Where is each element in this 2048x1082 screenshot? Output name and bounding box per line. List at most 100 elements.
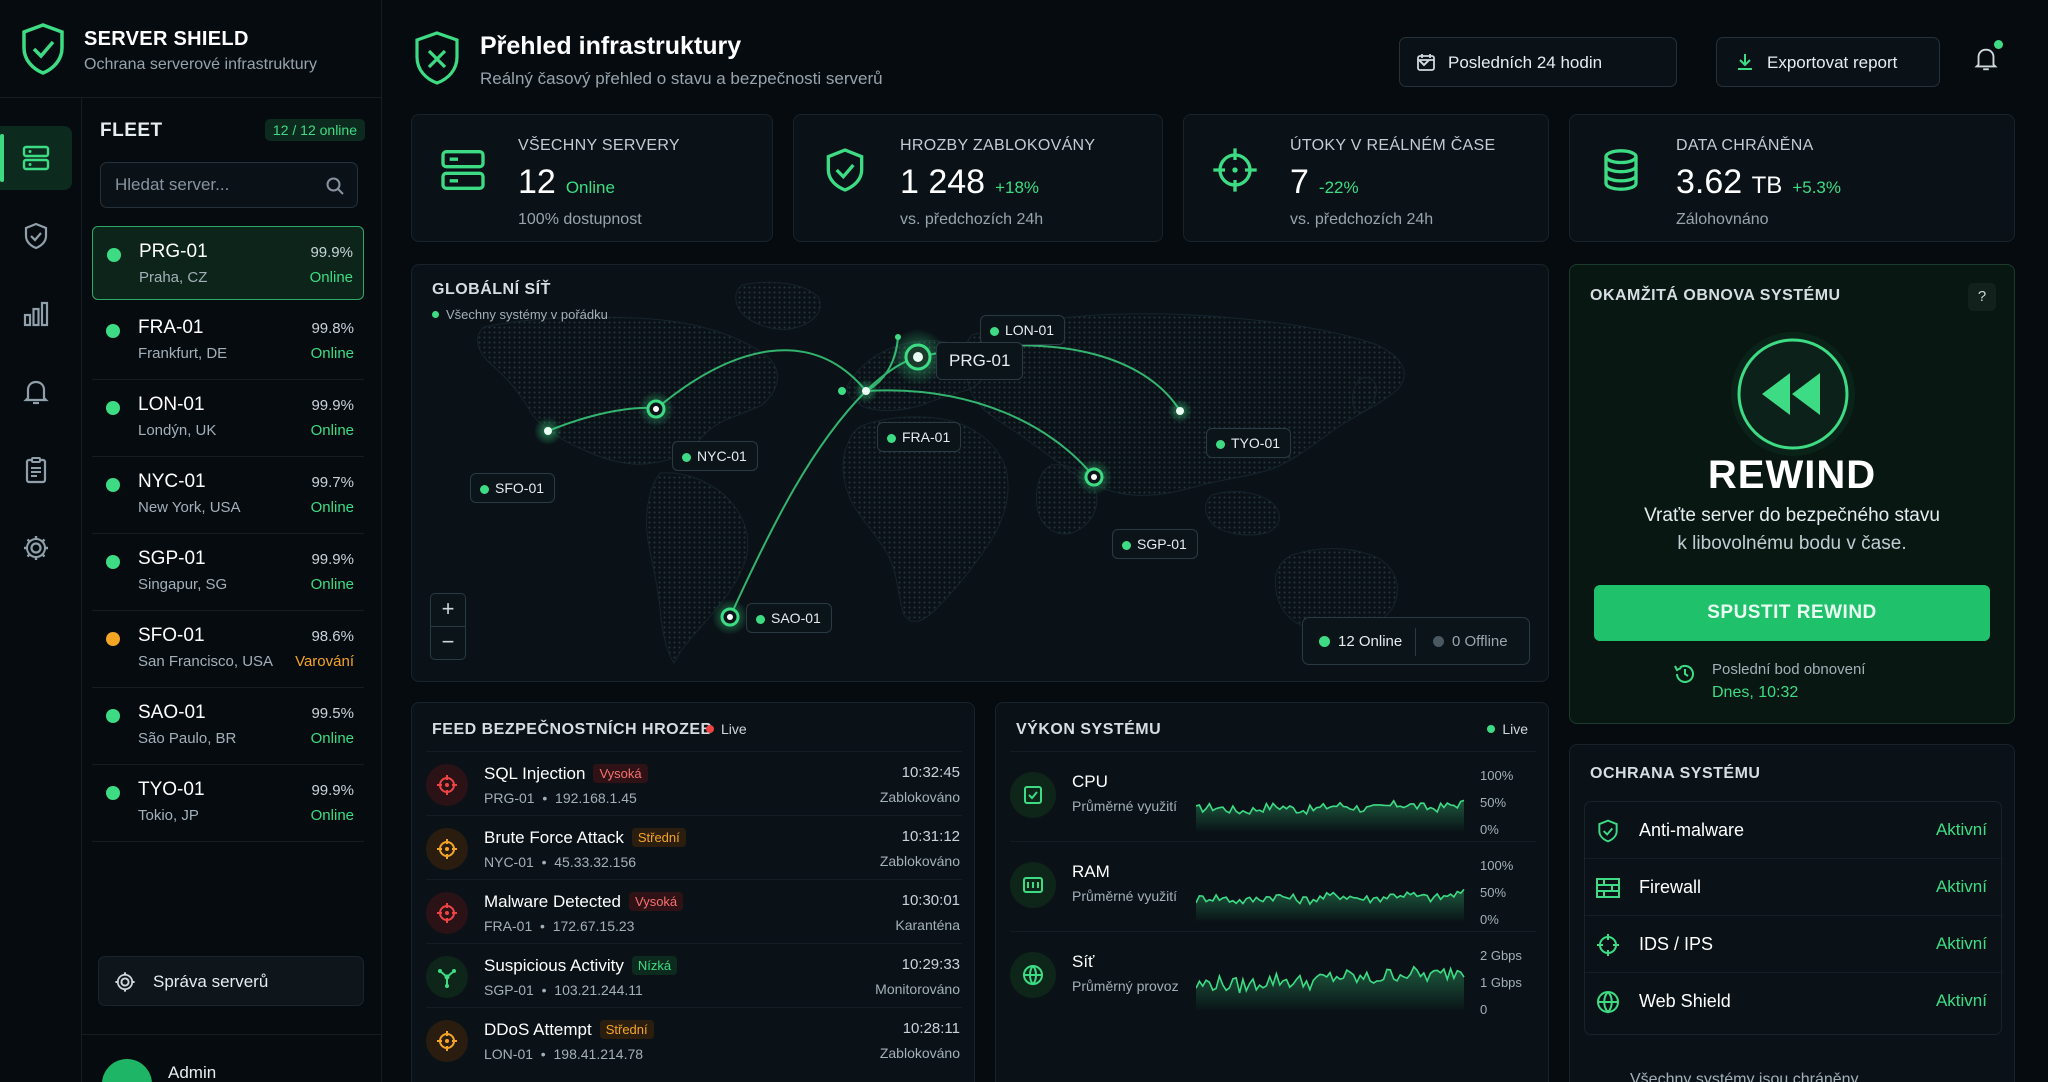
zoom-out-button[interactable]: − bbox=[430, 626, 466, 660]
metric-name: CPU bbox=[1072, 772, 1108, 791]
protection-title: OCHRANA SYSTÉMU bbox=[1590, 765, 1761, 782]
time-range-value: Posledních 24 hodin bbox=[1448, 53, 1603, 72]
server-location: Singapur, SG bbox=[138, 576, 228, 593]
server-item-sfo-01[interactable]: SFO-01 San Francisco, USA 98.6% Varování bbox=[92, 611, 364, 688]
gear-icon bbox=[21, 533, 51, 563]
protection-item[interactable]: Anti-malware Aktivní bbox=[1585, 802, 2003, 859]
rewind-icon[interactable] bbox=[1730, 331, 1856, 457]
server-item-prg-01[interactable]: PRG-01 Praha, CZ 99.9% Online bbox=[92, 226, 364, 300]
rail-servers[interactable] bbox=[0, 126, 72, 190]
time-range-select[interactable]: Posledních 24 hodin bbox=[1399, 37, 1677, 87]
server-item-nyc-01[interactable]: NYC-01 New York, USA 99.7% Online bbox=[92, 457, 364, 534]
server-name: NYC-01 bbox=[138, 471, 206, 492]
export-report-button[interactable]: Exportovat report bbox=[1716, 37, 1940, 87]
fleet-title: FLEET bbox=[100, 120, 163, 141]
axis-max: 100% bbox=[1480, 858, 1514, 873]
shield-check-icon bbox=[820, 145, 870, 195]
threat-name: Malware Detected Vysoká bbox=[484, 892, 684, 912]
stat-extra: Online bbox=[565, 178, 615, 197]
server-location: Praha, CZ bbox=[139, 269, 208, 286]
help-button[interactable]: ? bbox=[1968, 283, 1996, 311]
axis-mid: 50% bbox=[1480, 885, 1507, 900]
rewind-title: OKAMŽITÁ OBNOVA SYSTÉMU bbox=[1590, 287, 1841, 304]
search-icon[interactable] bbox=[325, 176, 345, 196]
map-node-sfo[interactable]: SFO-01 bbox=[470, 473, 556, 503]
server-item-tyo-01[interactable]: TYO-01 Tokio, JP 99.9% Online bbox=[92, 765, 364, 842]
map-node-sgp[interactable]: SGP-01 bbox=[1112, 529, 1198, 559]
server-location: New York, USA bbox=[138, 499, 241, 516]
gear-icon bbox=[113, 970, 137, 994]
server-status: Online bbox=[310, 499, 354, 516]
restore-point-time: Dnes, 10:32 bbox=[1712, 684, 1799, 701]
stat-card-threats: HROZBY ZABLOKOVÁNY 1 248 +18% vs. předcho… bbox=[793, 114, 1163, 242]
server-name: SGP-01 bbox=[138, 548, 206, 569]
server-item-lon-01[interactable]: LON-01 Londýn, UK 99.9% Online bbox=[92, 380, 364, 457]
globe-icon bbox=[1595, 989, 1621, 1015]
server-item-sao-01[interactable]: SAO-01 São Paulo, BR 99.5% Online bbox=[92, 688, 364, 765]
map-node-lon[interactable]: LON-01 bbox=[980, 315, 1066, 345]
stat-unit: TB bbox=[1751, 172, 1783, 199]
server-name: LON-01 bbox=[138, 394, 205, 415]
system-protection: OCHRANA SYSTÉMU Anti-malware Aktivní Firew… bbox=[1569, 744, 2015, 1082]
status-dot bbox=[106, 786, 120, 800]
threat-name: Brute Force Attack Střední bbox=[484, 828, 686, 848]
rail-security[interactable] bbox=[0, 204, 72, 268]
server-name: TYO-01 bbox=[138, 779, 205, 800]
server-location: San Francisco, USA bbox=[138, 653, 274, 670]
firewall-icon bbox=[1595, 875, 1621, 901]
zoom-in-button[interactable]: + bbox=[430, 593, 466, 627]
clipboard-icon bbox=[21, 455, 51, 485]
metric-subtitle: Průměrný provoz bbox=[1072, 978, 1179, 994]
rail-settings[interactable] bbox=[0, 516, 72, 580]
notifications-button[interactable] bbox=[1972, 40, 2003, 74]
server-location: Tokio, JP bbox=[138, 807, 199, 824]
map-node-fra[interactable]: FRA-01 bbox=[877, 422, 962, 452]
user-profile[interactable]: Admin bbox=[82, 1034, 382, 1082]
rewind-description: Vraťte server do bezpečného stavu bbox=[1644, 505, 1940, 526]
threat-item[interactable]: Malware Detected Vysoká FRA-01 • 172.67.15… bbox=[426, 879, 962, 943]
threat-time: 10:29:33 bbox=[901, 956, 960, 973]
threat-item[interactable]: Brute Force Attack Střední NYC-01 • 45.33.… bbox=[426, 815, 962, 879]
calendar-icon bbox=[1416, 52, 1436, 72]
threat-item[interactable]: SQL Injection Vysoká PRG-01 • 192.168.1.45… bbox=[426, 751, 962, 815]
start-rewind-button[interactable]: SPUSTIT REWIND bbox=[1594, 585, 1990, 641]
rail-reports[interactable] bbox=[0, 438, 72, 502]
metric-subtitle: Průměrné využití bbox=[1072, 888, 1178, 904]
metric-sparkline bbox=[1196, 799, 1465, 832]
axis-max: 2 Gbps bbox=[1480, 948, 1522, 963]
server-item-fra-01[interactable]: FRA-01 Frankfurt, DE 99.8% Online bbox=[92, 303, 364, 380]
rail-alerts[interactable] bbox=[0, 360, 72, 424]
map-node-tyo[interactable]: TYO-01 bbox=[1206, 428, 1292, 458]
stat-card-servers: VŠECHNY SERVERY 12 Online 100% dostupnost bbox=[411, 114, 773, 242]
protection-name: Firewall bbox=[1639, 877, 1702, 897]
legend-online: 12 Online bbox=[1319, 633, 1402, 650]
protection-status: Aktivní bbox=[1935, 877, 1987, 896]
map-node-nyc[interactable]: NYC-01 bbox=[672, 441, 758, 471]
protection-item[interactable]: Firewall Aktivní bbox=[1585, 859, 2003, 916]
threat-item[interactable]: DDoS Attempt Střední LON-01 • 198.41.214.7… bbox=[426, 1007, 962, 1071]
rewind-description-2: k libovolnému bodu v čase. bbox=[1677, 533, 1907, 554]
shield-check-icon bbox=[1595, 818, 1621, 844]
threat-item[interactable]: Suspicious Activity Nízká SGP-01 • 103.21.… bbox=[426, 943, 962, 1007]
map-node-prg[interactable]: PRG-01 bbox=[936, 342, 1024, 380]
protection-item[interactable]: IDS / IPS Aktivní bbox=[1585, 916, 2003, 973]
manage-servers-button[interactable]: Správa serverů bbox=[98, 956, 364, 1006]
rail-analytics[interactable] bbox=[0, 282, 72, 346]
protection-item[interactable]: Web Shield Aktivní bbox=[1585, 973, 2003, 1030]
protection-list: Anti-malware Aktivní Firewall Aktivní IDS / … bbox=[1584, 801, 2003, 1035]
severity-badge: Nízká bbox=[631, 956, 678, 975]
server-search-input[interactable] bbox=[115, 173, 315, 197]
map-node-sao[interactable]: SAO-01 bbox=[746, 603, 832, 633]
server-item-sgp-01[interactable]: SGP-01 Singapur, SG 99.9% Online bbox=[92, 534, 364, 611]
server-uptime: 99.9% bbox=[311, 782, 354, 799]
threat-time: 10:28:11 bbox=[902, 1020, 960, 1037]
map-status: Všechny systémy v pořádku bbox=[432, 307, 608, 322]
rewind-heading: REWIND bbox=[1707, 453, 1877, 497]
threat-name: DDoS Attempt Střední bbox=[484, 1020, 654, 1040]
axis-mid: 1 Gbps bbox=[1480, 975, 1522, 990]
threat-result: Zablokováno bbox=[879, 1045, 960, 1061]
threat-name: Suspicious Activity Nízká bbox=[484, 956, 678, 976]
stat-label: DATA CHRÁNĚNA bbox=[1676, 137, 1814, 154]
stat-footer: vs. předchozích 24h bbox=[1290, 211, 1434, 228]
brand-subtitle: Ochrana serverové infrastruktury bbox=[84, 56, 317, 73]
